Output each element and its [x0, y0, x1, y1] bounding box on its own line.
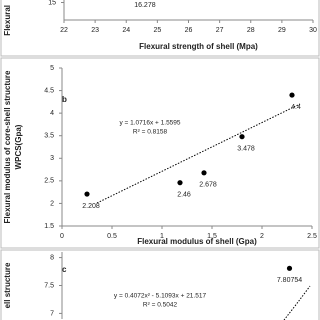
- x-tick-label: 27: [216, 27, 224, 34]
- y-tick-label: 8: [50, 254, 54, 261]
- data-point: [286, 265, 293, 271]
- data-label: 16.278: [134, 2, 156, 9]
- y-axis-label: ell structure: [3, 262, 12, 308]
- y-axis-label: Flexural modulus of core-shell structure: [3, 70, 12, 223]
- y-tick-label: 5: [50, 65, 54, 72]
- x-tick-label: 1.5: [207, 233, 217, 240]
- data-label: 3.478: [237, 146, 255, 153]
- data-label: 2.46: [177, 192, 191, 199]
- x-axis-label: Flexural modulus of shell (Gpa): [137, 237, 257, 246]
- panel-frame: [0, 57, 320, 249]
- data-point: [84, 191, 90, 197]
- x-tick-label: 1: [160, 233, 164, 240]
- trend-equation: R² = 0.5042: [143, 302, 178, 309]
- y-tick-label: 1.5: [44, 223, 54, 230]
- x-tick-label: 23: [91, 27, 99, 34]
- data-point: [201, 170, 207, 176]
- x-tick-label: 30: [309, 27, 317, 34]
- panel-frame: [0, 249, 320, 320]
- y-tick-label: 4.5: [44, 87, 54, 94]
- data-label: 2.678: [199, 182, 217, 189]
- data-point: [239, 134, 245, 140]
- x-tick-label: 25: [153, 27, 161, 34]
- x-axis-label: Flexural strength of shell (Mpa): [139, 42, 258, 51]
- panel-frame: [0, 0, 320, 57]
- y-tick-label: 4: [50, 110, 54, 117]
- trend-equation: y = 0.4072x² - 5.1093x + 21.517: [114, 293, 207, 300]
- panel-label: c: [62, 265, 67, 274]
- y-tick-label: 3: [50, 155, 54, 162]
- y-tick-label: 3.5: [44, 133, 54, 140]
- data-label: 7.80754: [277, 277, 302, 284]
- y-tick-label: 2: [50, 200, 54, 207]
- x-tick-label: 26: [185, 27, 193, 34]
- trend-equation: R² = 0.8158: [133, 129, 168, 136]
- y-axis-label: Flexural: [3, 5, 12, 36]
- data-point: [289, 92, 295, 98]
- trend-equation: y = 1.0716x + 1.5595: [119, 120, 180, 127]
- x-tick-label: 0.5: [107, 233, 117, 240]
- data-label: 4.4: [291, 104, 301, 111]
- data-point: [177, 180, 183, 186]
- trendline: [283, 285, 311, 320]
- x-tick-label: 24: [122, 27, 130, 34]
- y-tick-label: 7.5: [44, 282, 54, 289]
- panel-label: b: [62, 95, 67, 104]
- x-tick-label: 28: [247, 27, 255, 34]
- x-tick-label: 0: [60, 233, 64, 240]
- x-tick-label: 2.5: [307, 233, 317, 240]
- x-tick-label: 22: [60, 27, 68, 34]
- y-tick-label: 2.5: [44, 178, 54, 185]
- x-tick-label: 2: [260, 233, 264, 240]
- data-label: 2.208: [82, 203, 100, 210]
- y-axis-label: WPCS(Gpa): [14, 124, 23, 169]
- y-tick-label: 15: [48, 0, 56, 6]
- y-tick-label: 7: [50, 310, 54, 317]
- x-tick-label: 29: [278, 27, 286, 34]
